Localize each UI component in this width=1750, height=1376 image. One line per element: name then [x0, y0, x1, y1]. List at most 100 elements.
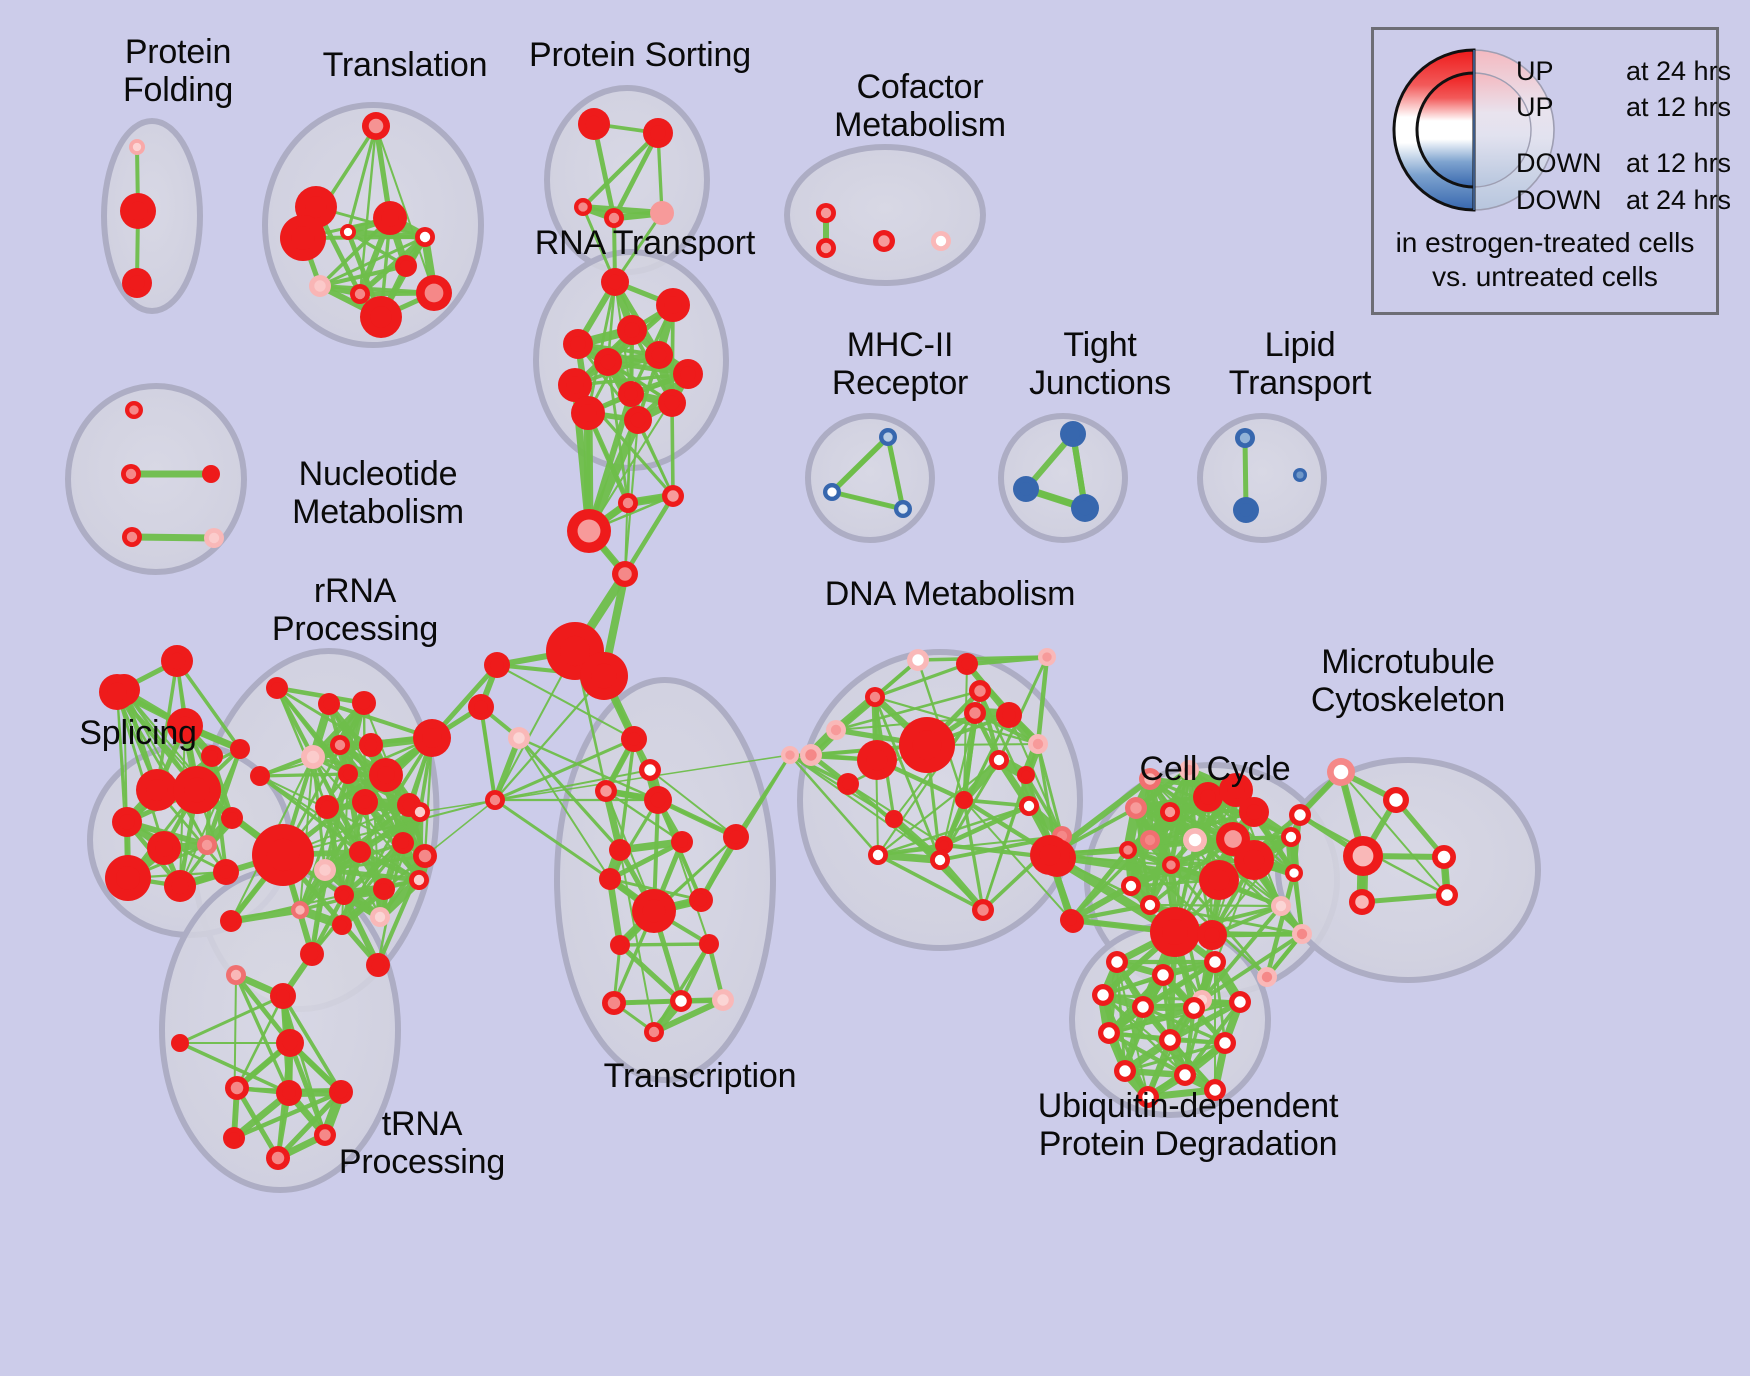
network-node[interactable]: [362, 112, 390, 140]
network-node[interactable]: [314, 859, 336, 881]
network-node[interactable]: [373, 878, 395, 900]
network-node[interactable]: [112, 807, 142, 837]
network-node[interactable]: [122, 527, 142, 547]
network-node[interactable]: [558, 368, 592, 402]
network-node[interactable]: [612, 561, 638, 587]
network-node[interactable]: [1229, 991, 1251, 1013]
network-node[interactable]: [645, 341, 673, 369]
network-node[interactable]: [868, 845, 888, 865]
network-node[interactable]: [332, 915, 352, 935]
network-node[interactable]: [136, 769, 178, 811]
network-node[interactable]: [1383, 787, 1409, 813]
network-node[interactable]: [221, 807, 243, 829]
network-node[interactable]: [826, 720, 846, 740]
network-node[interactable]: [800, 744, 822, 766]
network-node[interactable]: [1179, 760, 1199, 780]
network-node[interactable]: [816, 203, 836, 223]
network-node[interactable]: [644, 1022, 664, 1042]
network-node[interactable]: [930, 850, 950, 870]
network-node[interactable]: [1030, 835, 1070, 875]
network-node[interactable]: [359, 733, 383, 757]
network-node[interactable]: [1019, 796, 1039, 816]
network-node[interactable]: [1098, 1022, 1120, 1044]
network-node[interactable]: [823, 483, 841, 501]
network-node[interactable]: [415, 227, 435, 247]
network-node[interactable]: [644, 786, 672, 814]
network-node[interactable]: [270, 983, 296, 1009]
network-node[interactable]: [201, 745, 223, 767]
network-node[interactable]: [1152, 964, 1174, 986]
network-node[interactable]: [643, 118, 673, 148]
network-node[interactable]: [330, 735, 350, 755]
network-node[interactable]: [1327, 758, 1355, 786]
network-node[interactable]: [352, 789, 378, 815]
network-node[interactable]: [650, 201, 674, 225]
network-node[interactable]: [1137, 1086, 1159, 1108]
network-node[interactable]: [1281, 827, 1301, 847]
network-node[interactable]: [894, 500, 912, 518]
network-node[interactable]: [885, 810, 903, 828]
network-node[interactable]: [857, 740, 897, 780]
network-node[interactable]: [621, 726, 647, 752]
network-node[interactable]: [349, 841, 371, 863]
network-node[interactable]: [338, 764, 358, 784]
network-node[interactable]: [1119, 841, 1137, 859]
network-node[interactable]: [129, 139, 145, 155]
network-node[interactable]: [276, 1029, 304, 1057]
network-node[interactable]: [563, 329, 593, 359]
network-node[interactable]: [578, 108, 610, 140]
network-node[interactable]: [164, 870, 196, 902]
network-node[interactable]: [1174, 1064, 1196, 1086]
network-node[interactable]: [567, 509, 611, 553]
network-node[interactable]: [1132, 996, 1154, 1018]
network-node[interactable]: [122, 268, 152, 298]
network-node[interactable]: [301, 745, 325, 769]
network-node[interactable]: [167, 708, 203, 744]
network-node[interactable]: [1349, 889, 1375, 915]
network-node[interactable]: [723, 824, 749, 850]
network-node[interactable]: [955, 791, 973, 809]
network-node[interactable]: [671, 831, 693, 853]
network-node[interactable]: [392, 832, 414, 854]
network-node[interactable]: [99, 674, 135, 710]
network-node[interactable]: [712, 989, 734, 1011]
network-node[interactable]: [574, 198, 592, 216]
network-node[interactable]: [609, 839, 631, 861]
network-node[interactable]: [370, 907, 390, 927]
network-node[interactable]: [230, 739, 250, 759]
network-node[interactable]: [202, 465, 220, 483]
network-node[interactable]: [1214, 1032, 1236, 1054]
network-node[interactable]: [315, 795, 339, 819]
network-node[interactable]: [1271, 896, 1291, 916]
network-node[interactable]: [837, 773, 859, 795]
network-node[interactable]: [1140, 895, 1160, 915]
network-node[interactable]: [972, 899, 994, 921]
network-node[interactable]: [485, 790, 505, 810]
network-node[interactable]: [1150, 907, 1200, 957]
network-node[interactable]: [1292, 924, 1312, 944]
network-node[interactable]: [601, 268, 629, 296]
network-node[interactable]: [334, 885, 354, 905]
network-node[interactable]: [171, 1034, 189, 1052]
network-node[interactable]: [1233, 497, 1259, 523]
network-node[interactable]: [632, 889, 676, 933]
network-node[interactable]: [1343, 836, 1383, 876]
network-node[interactable]: [673, 359, 703, 389]
network-node[interactable]: [410, 802, 430, 822]
network-node[interactable]: [252, 824, 314, 886]
network-node[interactable]: [602, 991, 626, 1015]
network-node[interactable]: [610, 935, 630, 955]
network-node[interactable]: [1204, 951, 1226, 973]
network-node[interactable]: [1239, 797, 1269, 827]
network-node[interactable]: [369, 758, 403, 792]
network-node[interactable]: [161, 645, 193, 677]
network-node[interactable]: [624, 406, 652, 434]
network-node[interactable]: [197, 835, 217, 855]
network-node[interactable]: [1106, 951, 1128, 973]
network-node[interactable]: [173, 766, 221, 814]
network-node[interactable]: [508, 727, 530, 749]
network-node[interactable]: [1293, 468, 1307, 482]
network-node[interactable]: [571, 396, 605, 430]
network-node[interactable]: [266, 1146, 290, 1170]
network-node[interactable]: [360, 296, 402, 338]
